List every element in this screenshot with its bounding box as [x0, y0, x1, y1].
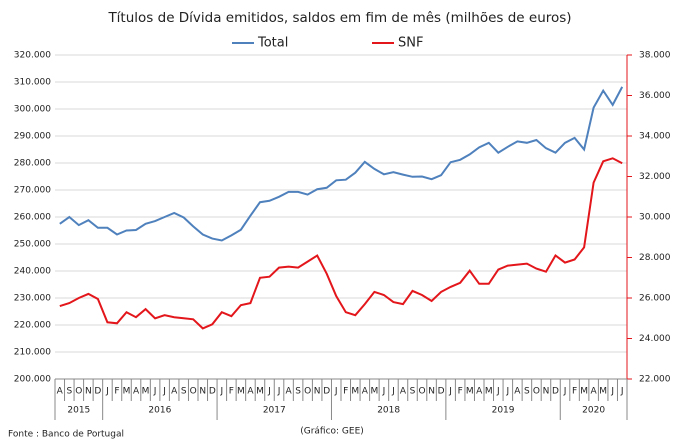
x-tick-label: N — [314, 387, 321, 397]
x-tick-label: D — [438, 387, 445, 397]
year-label: 2019 — [492, 406, 515, 416]
legend-label: Total — [257, 36, 288, 51]
x-tick-label: N — [428, 387, 435, 397]
y-tick-label: 300.000 — [14, 105, 51, 115]
y2-tick-label: 30.000 — [639, 213, 671, 223]
x-tick-label: N — [85, 387, 92, 397]
y-tick-label: 230.000 — [14, 294, 51, 304]
x-tick-label: J — [563, 387, 567, 397]
y2-tick-label: 34.000 — [639, 132, 671, 142]
x-tick-label: J — [162, 387, 166, 397]
x-tick-label: A — [133, 387, 140, 397]
x-tick-label: J — [391, 387, 395, 397]
x-tick-label: J — [506, 387, 510, 397]
x-tick-label: F — [114, 387, 119, 397]
y-tick-label: 210.000 — [14, 348, 51, 358]
year-label: 2018 — [377, 406, 400, 416]
x-tick-label: J — [610, 387, 614, 397]
x-tick-label: A — [362, 387, 369, 397]
x-tick-label: S — [66, 387, 72, 397]
y-tick-label: 240.000 — [14, 267, 51, 277]
series-line — [59, 86, 624, 242]
x-tick-label: A — [514, 387, 521, 397]
x-tick-label: A — [57, 387, 64, 397]
x-tick-label: M — [351, 387, 359, 397]
x-tick-label: M — [123, 387, 131, 397]
x-tick-label: S — [410, 387, 416, 397]
x-tick-label: J — [277, 387, 281, 397]
x-tick-label: F — [458, 387, 463, 397]
y-tick-label: 290.000 — [14, 132, 51, 142]
y2-tick-label: 38.000 — [639, 51, 671, 61]
x-tick-label: S — [181, 387, 187, 397]
x-tick-label: A — [247, 387, 254, 397]
year-label: 2015 — [67, 406, 90, 416]
x-tick-label: J — [382, 387, 386, 397]
x-tick-label: O — [533, 387, 540, 397]
x-tick-label: F — [229, 387, 234, 397]
x-tick-label: O — [418, 387, 425, 397]
x-tick-label: M — [237, 387, 245, 397]
y-tick-label: 270.000 — [14, 186, 51, 196]
y2-tick-label: 26.000 — [639, 294, 671, 304]
x-tick-label: M — [599, 387, 607, 397]
x-tick-label: S — [295, 387, 301, 397]
legend-label: SNF — [398, 36, 423, 51]
x-tick-label: J — [334, 387, 338, 397]
x-tick-label: D — [323, 387, 330, 397]
y-tick-label: 260.000 — [14, 213, 51, 223]
series-line — [59, 157, 623, 330]
x-tick-label: J — [105, 387, 109, 397]
y-tick-label: 200.000 — [14, 375, 51, 385]
credit-note: (Gráfico: GEE) — [300, 427, 364, 437]
y2-tick-label: 36.000 — [639, 91, 671, 101]
x-tick-label: A — [285, 387, 292, 397]
x-tick-label: M — [142, 387, 150, 397]
x-tick-label: A — [171, 387, 178, 397]
y2-tick-label: 24.000 — [639, 334, 671, 344]
x-tick-label: O — [190, 387, 197, 397]
x-tick-label: J — [496, 387, 500, 397]
x-tick-label: F — [343, 387, 348, 397]
y-tick-label: 310.000 — [14, 78, 51, 88]
x-tick-label: M — [256, 387, 264, 397]
y-tick-label: 320.000 — [14, 51, 51, 61]
y-tick-label: 250.000 — [14, 240, 51, 250]
x-tick-label: O — [75, 387, 82, 397]
x-tick-label: J — [220, 387, 224, 397]
x-tick-label: D — [209, 387, 216, 397]
x-tick-label: A — [476, 387, 483, 397]
chart-title: Títulos de Dívida emitidos, saldos em fi… — [107, 10, 571, 26]
x-tick-label: S — [524, 387, 530, 397]
x-tick-label: N — [199, 387, 206, 397]
x-tick-label: D — [94, 387, 101, 397]
x-tick-label: M — [580, 387, 588, 397]
y-tick-label: 280.000 — [14, 159, 51, 169]
x-tick-label: O — [304, 387, 311, 397]
y2-tick-label: 32.000 — [639, 172, 671, 182]
x-tick-label: J — [620, 387, 624, 397]
x-tick-label: A — [400, 387, 407, 397]
x-tick-label: M — [466, 387, 474, 397]
x-tick-label: N — [543, 387, 550, 397]
x-tick-label: M — [485, 387, 493, 397]
year-label: 2017 — [263, 406, 286, 416]
year-label: 2016 — [148, 406, 171, 416]
y2-tick-label: 22.000 — [639, 375, 671, 385]
x-tick-label: J — [448, 387, 452, 397]
x-tick-label: D — [552, 387, 559, 397]
x-tick-label: M — [370, 387, 378, 397]
y2-tick-label: 28.000 — [639, 253, 671, 263]
x-tick-label: J — [153, 387, 157, 397]
x-tick-label: F — [572, 387, 577, 397]
x-tick-label: J — [267, 387, 271, 397]
x-tick-label: A — [591, 387, 598, 397]
y-tick-label: 220.000 — [14, 321, 51, 331]
source-note: Fonte : Banco de Portugal — [8, 430, 124, 440]
year-label: 2020 — [582, 406, 605, 416]
